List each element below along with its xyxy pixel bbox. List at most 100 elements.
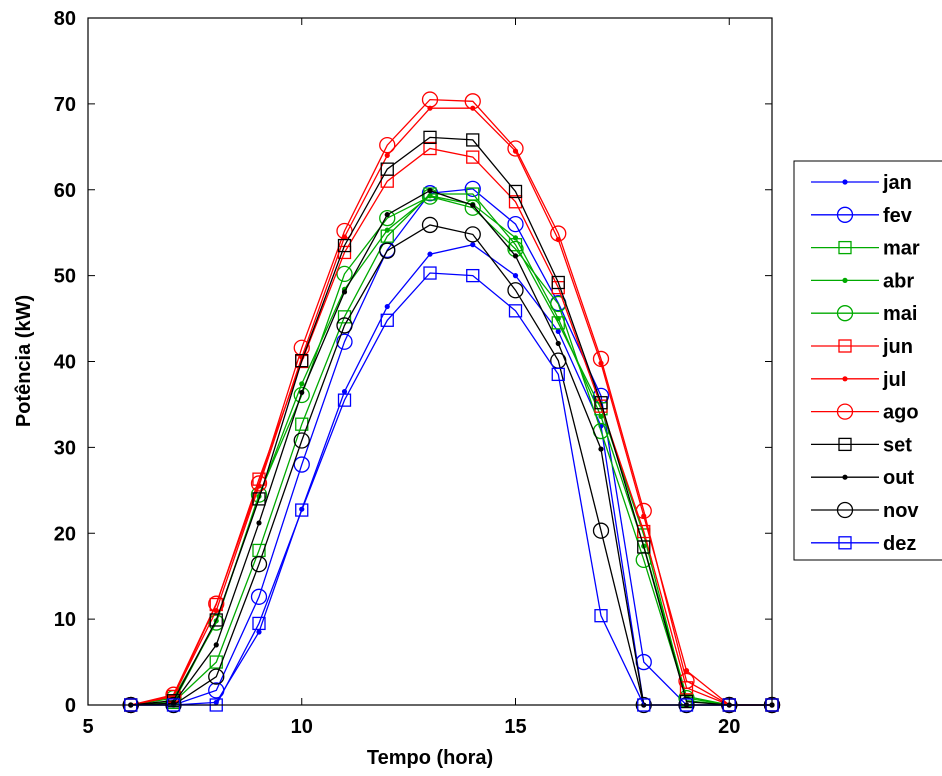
legend-marker-jul [842,376,848,382]
data-point-abr-17 [598,413,604,420]
data-point-nov-11 [336,317,353,334]
data-point-out-12 [384,212,390,218]
y-tick-label: 0 [65,695,76,717]
legend-marker-mar [838,240,852,255]
data-point-jun-13 [423,141,437,156]
legend-label-ago: ago [883,402,919,424]
data-point-nov-15 [507,282,524,299]
data-point-out-15 [512,253,519,259]
data-point-out-9 [256,520,262,526]
y-tick-label: 30 [54,437,76,459]
series-line-mar [130,193,772,706]
data-point-jun-18 [637,524,651,539]
axis-ticks: 5 10 15 20 0 10 20 30 40 50 60 70 80 [54,8,772,738]
data-point-nov-17 [592,522,610,539]
data-point-jan-9 [256,629,262,635]
x-axis-label: Tempo (hora) [367,747,493,769]
series-line-out [130,189,772,706]
data-point-ago-18 [635,502,652,520]
series-line-ago [130,98,772,706]
series-line-mai [130,195,772,706]
data-point-jul-12 [384,152,390,158]
data-point-dez-9 [252,616,266,631]
data-point-ago-9 [250,475,268,492]
data-point-dez-11 [337,393,352,407]
data-point-set-12 [380,162,394,176]
data-point-set-14 [466,133,480,147]
series-line-abr [130,195,772,706]
data-point-fev-9 [250,588,268,605]
data-point-dez-15 [508,304,523,318]
data-point-out-11 [341,289,348,295]
legend-marker-mai [836,305,854,322]
data-point-mai-12 [379,209,396,227]
legend-label-fev: fev [883,205,913,227]
legend-label-jun: jun [882,336,913,358]
data-point-abr-10 [299,381,305,387]
data-point-set-9 [252,492,266,506]
data-point-mai-10 [293,386,310,404]
y-tick-label: 70 [54,94,76,116]
data-point-set-10 [295,353,309,368]
y-tick-label: 10 [54,609,76,631]
data-point-jan-13 [427,251,433,257]
legend-marker-fev [836,206,854,223]
legend-label-dez: dez [883,533,916,555]
data-point-set-15 [508,184,523,199]
data-point-fev-11 [336,333,353,350]
x-tick-label: 5 [82,716,93,738]
data-point-nov-9 [250,556,268,573]
legend-marker-dez [838,536,852,550]
data-point-set-8 [209,613,223,627]
data-point-fev-15 [507,215,524,233]
series-line-jun [130,147,772,706]
data-point-jan-12 [384,303,390,310]
data-point-jan-14 [470,242,476,248]
legend-marker-ago [836,403,854,420]
data-point-ago-16 [550,225,567,242]
data-point-ago-15 [507,140,524,157]
data-point-dez-16 [551,367,565,382]
data-point-set-17 [594,396,608,410]
data-point-jan-15 [512,273,519,279]
data-point-dez-14 [466,268,480,283]
data-point-out-10 [299,389,305,396]
y-tick-label: 60 [54,180,76,202]
legend-label-set: set [883,434,912,456]
plot-frame [87,17,773,706]
data-point-ago-12 [379,136,396,154]
data-point-ago-19 [678,672,695,690]
data-point-mai-14 [464,199,481,216]
data-point-fev-14 [464,180,481,198]
data-point-jun-19 [679,681,694,695]
data-point-out-17 [598,446,604,452]
data-point-nov-10 [293,432,310,449]
series-line-set [130,136,772,706]
data-point-out-13 [427,188,433,194]
y-axis-label: Potência (kW) [13,295,35,427]
data-point-jun-14 [466,150,480,164]
y-tick-label: 50 [54,266,76,288]
plot-marks [122,91,781,714]
series-line-fev [130,188,772,706]
data-point-set-18 [637,540,651,554]
legend-marker-jan [842,179,848,185]
legend-marker-out [842,474,848,480]
legend-label-mar: mar [883,238,920,260]
legend-label-out: out [883,467,914,489]
data-point-mar-11 [337,310,352,324]
data-point-dez-12 [380,313,394,327]
legend-marker-abr [842,277,848,283]
legend-label-abr: abr [883,270,914,292]
data-point-abr-15 [512,235,519,241]
data-point-out-8 [213,642,219,648]
data-point-ago-8 [208,595,225,612]
data-point-ago-13 [421,91,439,108]
legend-label-nov: nov [883,500,919,522]
data-point-out-14 [470,202,476,208]
data-point-abr-16 [555,315,561,322]
data-point-abr-12 [384,227,390,233]
legend-marker-jun [838,339,852,353]
data-point-out-16 [555,340,561,347]
